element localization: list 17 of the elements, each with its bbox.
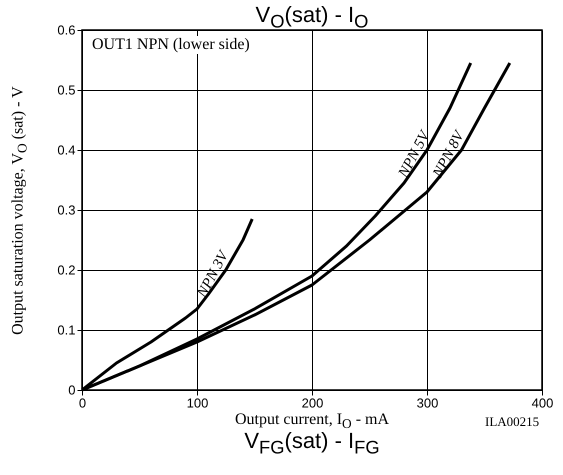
y-tick-label: 0.4 [57,142,76,158]
x-tick-label: 400 [532,396,554,410]
y-tick-label: 0 [68,382,76,398]
annotation: OUT1 NPN (lower side) [88,36,254,54]
chart-title: V$_{O}$(sat) - I$_{O}$ [254,2,370,32]
x-tick-label: 100 [186,396,208,410]
text: NPN 5V [395,127,434,182]
x-tick-label: 200 [302,396,324,410]
y-tick-label: 0.2 [57,262,76,278]
x-tick-label: 0 [78,396,86,410]
text: ILA00215 [485,414,540,430]
y-tick-label: 0.5 [57,82,76,98]
y-tick-label: 0.6 [57,22,76,38]
y-tick-label: 0.3 [57,202,76,218]
text: NPN 3V [194,247,233,302]
x-tick-label: 300 [416,396,438,410]
y-tick-label: 0.1 [57,322,76,338]
